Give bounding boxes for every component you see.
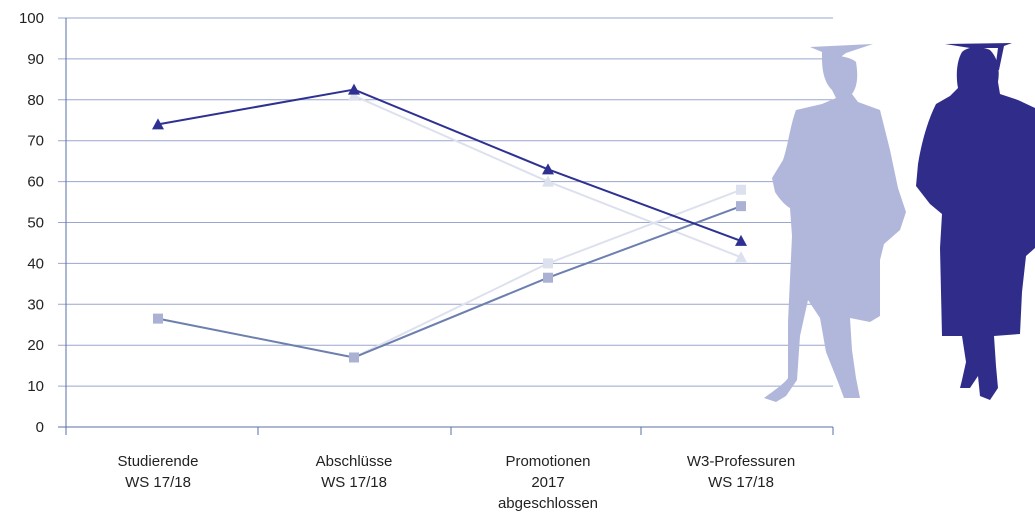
x-category-label: W3-Professuren WS 17/18 [687, 453, 795, 491]
y-tick-label: 20 [27, 337, 44, 354]
data-point-triangle [735, 234, 747, 246]
data-point-square [736, 184, 746, 195]
y-tick-label: 40 [27, 255, 44, 272]
data-point-square [543, 258, 553, 269]
x-category-label-line: WS 17/18 [125, 474, 191, 491]
data-point-square [736, 201, 746, 212]
x-category-label: Abschlüsse WS 17/18 [316, 453, 393, 491]
data-point-triangle [542, 175, 554, 187]
series-line-segment [157, 317, 355, 359]
label-layer: 0 10 20 30 40 50 60 70 80 90 100 Studierende WS 17/1… [19, 10, 795, 512]
series-line-segment [353, 276, 549, 359]
data-point-triangle [348, 83, 360, 95]
data-point-square [153, 313, 163, 324]
data-point-square [543, 272, 553, 283]
x-category-label-line: Abschlüsse [316, 453, 393, 470]
series-line-segment [547, 188, 742, 265]
series-line-segment [353, 94, 549, 183]
y-tick-label: 50 [27, 215, 44, 232]
x-category-label-line: Promotionen [505, 453, 590, 470]
series-line-segment [547, 168, 742, 242]
x-category-label-line: WS 17/18 [708, 474, 774, 491]
data-point-triangle [152, 118, 164, 130]
data-point-triangle [735, 251, 747, 263]
x-category-label-line: W3-Professuren [687, 453, 795, 470]
y-tick-label: 100 [19, 10, 44, 27]
y-tick-label: 60 [27, 174, 44, 191]
x-category-label-line: WS 17/18 [321, 474, 387, 491]
y-tick-label: 80 [27, 92, 44, 109]
series-line-segment [157, 88, 355, 126]
y-tick-label: 70 [27, 133, 44, 150]
x-category-label: Studierende WS 17/18 [118, 453, 199, 491]
figures-layer [764, 43, 1035, 402]
x-category-label-line: abgeschlossen [498, 495, 598, 512]
series-layer [152, 83, 747, 363]
data-point-triangle [542, 163, 554, 175]
y-tick-label: 30 [27, 296, 44, 313]
data-point-square [349, 352, 359, 363]
male-graduate-icon [764, 44, 906, 402]
x-category-label-line: Studierende [118, 453, 199, 470]
series-line-segment [353, 262, 549, 359]
series-line-segment [547, 205, 742, 279]
x-category-label: Promotionen 2017 abgeschlossen [498, 453, 598, 512]
y-tick-label: 10 [27, 378, 44, 395]
series-line-segment [353, 88, 549, 171]
x-category-label-line: 2017 [531, 474, 564, 491]
data-point-triangle [348, 89, 360, 101]
y-tick-label: 0 [36, 419, 44, 436]
series-line-segment [547, 180, 742, 259]
y-tick-label: 90 [27, 51, 44, 68]
female-graduate-icon [916, 43, 1035, 400]
grid-layer [58, 17, 833, 428]
axis-layer [65, 18, 834, 435]
